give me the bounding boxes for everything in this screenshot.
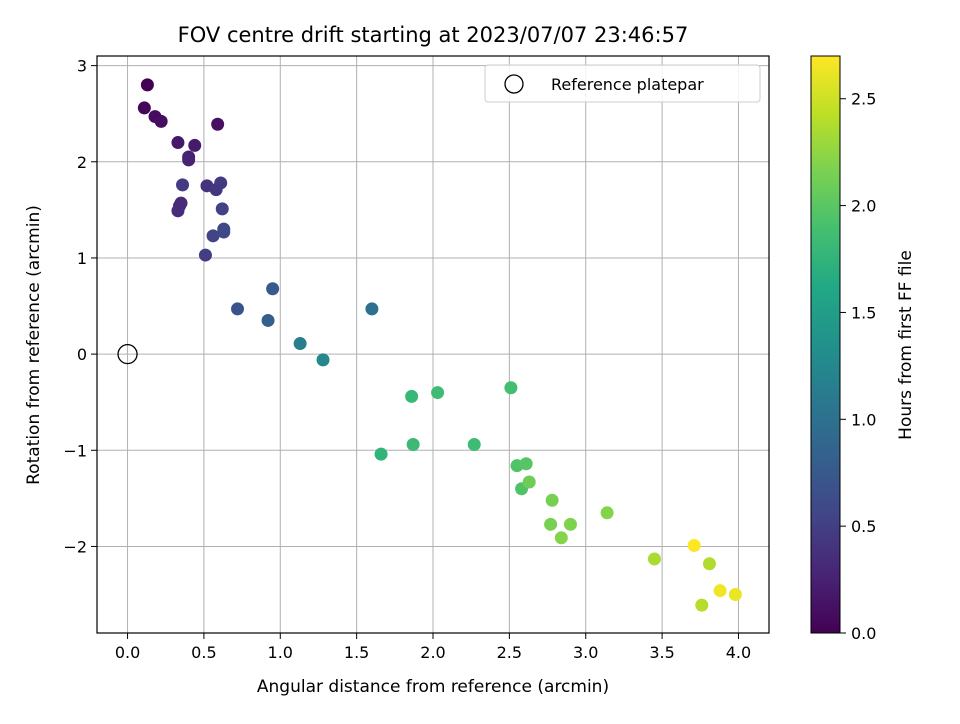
x-tick-label: 2.5 [497,643,522,662]
chart-title: FOV centre drift starting at 2023/07/07 … [178,23,689,47]
y-tick-label: 1 [77,249,87,268]
scatter-point [647,552,661,566]
scatter-point [188,138,202,152]
x-tick-label: 3.5 [649,643,674,662]
y-axis-ticks: 3 2 1 0 −1 −2 [63,57,97,556]
scatter-point [467,438,481,452]
scatter-point [695,598,709,612]
scatter-point [600,506,614,520]
scatter-point [687,538,701,552]
colorbar-tick-label: 1.5 [851,303,876,322]
y-tick-label: 2 [77,153,87,172]
x-tick-label: 1.0 [268,643,293,662]
legend-label-reference: Reference platepar [551,75,704,94]
reference-marker-group [117,343,138,365]
scatter-point [182,153,196,167]
scatter-point [545,493,559,507]
scatter-point [137,101,151,115]
scatter-point [171,136,185,150]
x-tick-label: 3.0 [573,643,598,662]
x-tick-label: 2.0 [420,643,445,662]
scatter-point [374,447,388,461]
reference-platepar-marker [117,343,138,365]
scatter-point [261,313,275,327]
scatter-point [406,438,420,452]
y-axis-label: Rotation from reference (arcmin) [24,205,44,485]
y-tick-label: −2 [63,537,87,556]
legend: Reference platepar [484,64,761,103]
scatter-point [215,202,229,216]
colorbar-tick-label: 0.0 [851,624,876,643]
scatter-point [316,353,330,367]
legend-reference-marker [504,74,524,94]
x-tick-label: 1.5 [344,643,369,662]
scatter-point [206,229,220,243]
scatter-point [211,117,225,131]
legend-box [484,64,761,103]
colorbar-gradient [810,55,841,634]
colorbar-tick-label: 1.0 [851,410,876,429]
scatter-point [431,386,445,400]
scatter-point [198,248,212,262]
colorbar-tick-label: 0.5 [851,517,876,536]
scatter-point [266,282,280,296]
x-tick-label: 0.0 [115,643,140,662]
y-tick-label: 3 [77,57,87,76]
scatter-point [154,114,168,128]
scatter-point [522,475,536,489]
y-tick-label: −1 [63,441,87,460]
scatter-point [365,302,379,316]
scatter-point [405,389,419,403]
data-points [137,78,742,612]
scatter-point [728,588,742,602]
x-tick-label: 4.0 [726,643,751,662]
x-axis-ticks: 0.0 0.5 1.0 1.5 2.0 2.5 3.0 3.5 4.0 [115,633,751,662]
x-axis-label: Angular distance from reference (arcmin) [257,677,609,697]
scatter-point [293,337,307,351]
scatter-point [519,457,533,471]
colorbar-tick-label: 2.5 [851,90,876,109]
scatter-point [171,204,185,218]
scatter-point [176,178,190,192]
scatter-point [702,557,716,571]
x-tick-label: 0.5 [191,643,216,662]
scatter-point [554,531,568,545]
scatter-point [231,302,245,316]
scatter-point [563,517,577,531]
scatter-point [217,225,231,239]
scatter-point [504,381,518,395]
colorbar-ticks: 0.0 0.5 1.0 1.5 2.0 2.5 [840,90,876,643]
scatter-point [544,517,558,531]
colorbar-label: Hours from first FF file [896,250,916,440]
colorbar-tick-label: 2.0 [851,197,876,216]
colorbar: 0.0 0.5 1.0 1.5 2.0 2.5 Hours from first FF f… [810,55,916,643]
scatter-point [214,176,228,190]
scatter-point [713,584,727,598]
scatter-point [140,78,154,92]
y-tick-label: 0 [77,345,87,364]
